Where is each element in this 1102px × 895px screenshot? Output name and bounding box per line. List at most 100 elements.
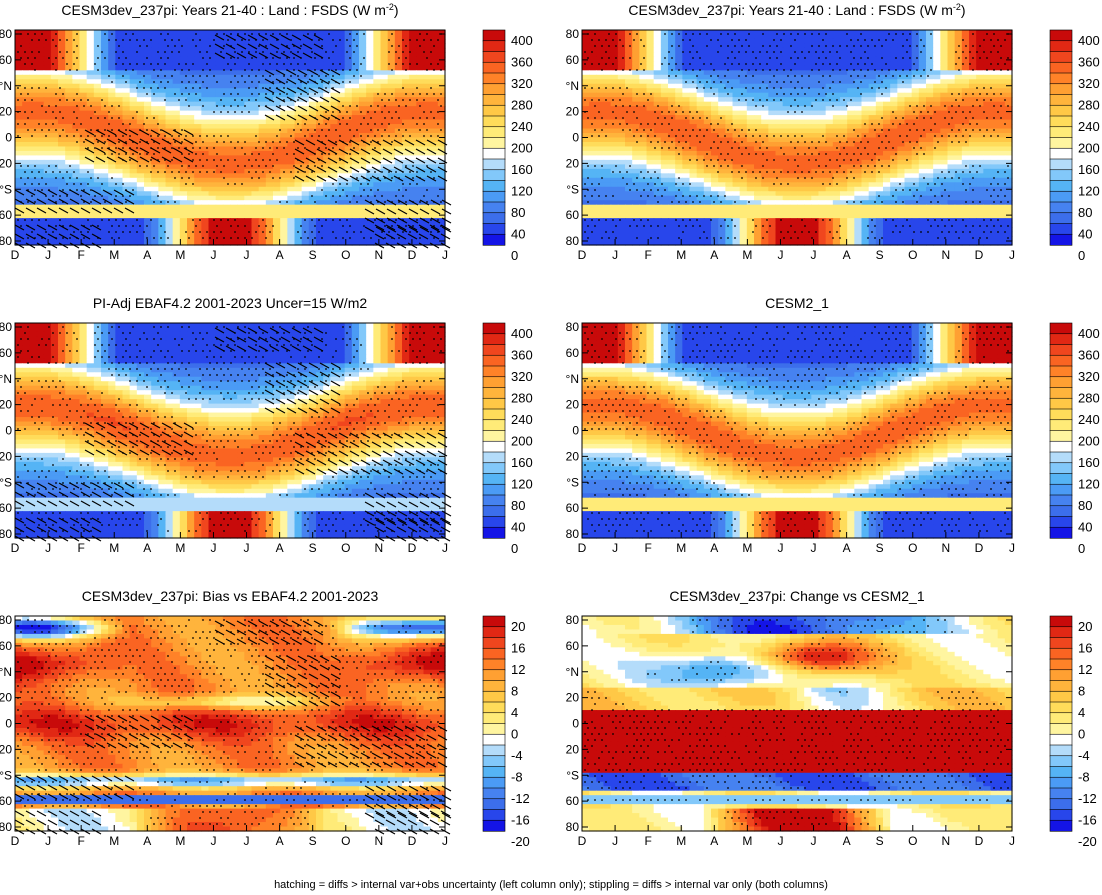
heatmap-cell: [280, 182, 288, 188]
heatmap-cell: [251, 173, 260, 179]
heatmap-cell: [244, 43, 253, 49]
x-tick-label: F: [77, 248, 84, 262]
heatmap-cell: [847, 56, 855, 62]
heatmap-cell: [308, 119, 317, 125]
heatmap-cell: [380, 83, 389, 89]
heatmap-cell: [36, 204, 45, 210]
heatmap-cell: [969, 56, 977, 62]
heatmap-cell: [258, 236, 267, 242]
heatmap-cell: [380, 65, 389, 71]
stipple-dot: [136, 147, 138, 149]
heatmap-cell: [373, 47, 382, 53]
heatmap-cell: [280, 177, 288, 183]
hatch-stroke: [308, 96, 319, 103]
heatmap-cell: [136, 74, 145, 80]
heatmap-cell: [344, 74, 353, 80]
heatmap-cell: [179, 182, 188, 188]
heatmap-cell: [122, 159, 131, 165]
heatmap-cell: [22, 200, 30, 206]
stipple-dot: [311, 231, 313, 233]
heatmap-cell: [151, 155, 159, 161]
heatmap-cell: [344, 204, 353, 210]
heatmap-cell: [58, 47, 66, 53]
hatch-stroke: [14, 224, 25, 231]
heatmap-cell: [115, 70, 124, 76]
stipple-dot: [325, 123, 327, 125]
heatmap-cell: [108, 204, 116, 210]
heatmap-cell: [65, 236, 73, 242]
heatmap-cell: [380, 204, 389, 210]
heatmap-cell: [323, 115, 331, 121]
heatmap-cell: [287, 218, 296, 224]
heatmap-cell: [29, 177, 38, 183]
heatmap-cell: [911, 34, 920, 40]
heatmap-cell: [187, 164, 195, 170]
heatmap-cell: [316, 101, 324, 107]
stipple-dot: [409, 135, 411, 137]
heatmap-cell: [136, 34, 145, 40]
stipple-dot: [164, 135, 166, 137]
hatch-stroke: [286, 114, 297, 121]
stipple-dot: [87, 183, 89, 185]
heatmap-cell: [294, 56, 303, 62]
heatmap-cell: [208, 155, 217, 161]
heatmap-cell: [660, 47, 669, 53]
heatmap-cell: [237, 222, 245, 228]
stipple-dot: [118, 153, 120, 155]
stipple-dot: [342, 117, 344, 119]
stipple-dot: [318, 87, 320, 89]
heatmap-cell: [179, 43, 188, 49]
heatmap-cell: [237, 213, 245, 219]
heatmap-cell: [86, 70, 95, 76]
heatmap-cell: [115, 88, 124, 94]
heatmap-cell: [337, 70, 346, 76]
heatmap-cell: [294, 186, 303, 192]
stipple-dot: [405, 201, 407, 203]
stipple-dot: [234, 183, 236, 185]
heatmap-cell: [151, 38, 159, 45]
stipple-dot: [202, 165, 204, 167]
heatmap-cell: [136, 70, 145, 76]
heatmap-cell: [101, 146, 109, 152]
heatmap-cell: [93, 218, 102, 224]
heatmap-cell: [875, 47, 884, 53]
heatmap-cell: [316, 74, 324, 80]
hatch-stroke: [247, 34, 258, 41]
heatmap-cell: [115, 164, 124, 170]
heatmap-cell: [136, 173, 145, 179]
heatmap-cell: [144, 74, 152, 80]
heatmap-cell: [337, 240, 346, 246]
heatmap-cell: [761, 34, 769, 40]
stipple-dot: [17, 135, 19, 137]
heatmap-cell: [201, 218, 210, 224]
stipple-dot: [328, 33, 330, 35]
heatmap-cell: [244, 119, 253, 125]
stipple-dot: [258, 105, 260, 107]
heatmap-cell: [172, 141, 181, 148]
heatmap-cell: [797, 70, 805, 76]
heatmap-cell: [380, 56, 389, 62]
stipple-dot: [153, 69, 155, 71]
heatmap-cell: [323, 97, 331, 103]
heatmap-cell: [101, 52, 109, 58]
stipple-dot: [66, 51, 68, 53]
heatmap-cell: [380, 47, 389, 53]
heatmap-cell: [129, 101, 138, 107]
hatch-stroke: [150, 138, 161, 145]
heatmap-cell: [187, 231, 195, 237]
stipple-dot: [339, 123, 341, 125]
heatmap-cell: [689, 38, 698, 45]
stipple-dot: [206, 231, 208, 233]
stipple-dot: [146, 165, 148, 167]
heatmap-cell: [380, 227, 389, 233]
heatmap-cell: [351, 65, 360, 71]
heatmap-cell: [115, 173, 124, 179]
stipple-dot: [349, 57, 351, 59]
heatmap-cell: [93, 231, 102, 237]
heatmap-cell: [222, 74, 231, 80]
heatmap-cell: [359, 168, 367, 174]
heatmap-cell: [108, 124, 116, 130]
heatmap-cell: [15, 195, 23, 201]
heatmap-cell: [337, 204, 346, 210]
heatmap-cell: [387, 97, 396, 103]
